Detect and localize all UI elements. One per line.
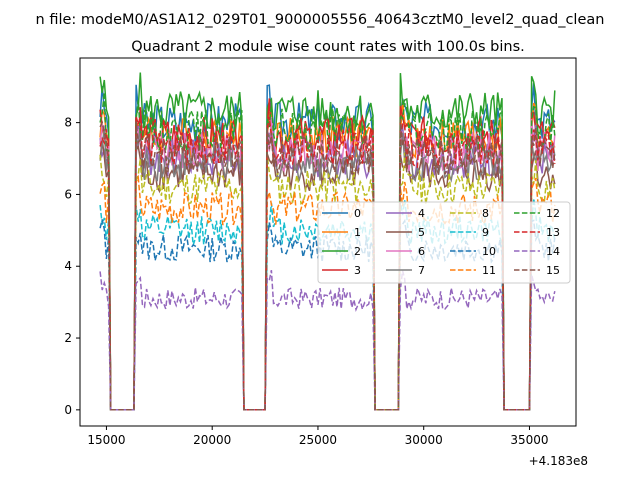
x-tick-label: 30000 [405, 433, 443, 447]
legend-label-3: 3 [354, 264, 361, 277]
legend-label-4: 4 [418, 207, 425, 220]
legend-box [317, 201, 571, 284]
x-tick-label: 15000 [87, 433, 125, 447]
y-tick-label: 0 [64, 403, 72, 417]
series-line-15 [99, 118, 556, 411]
legend-label-10: 10 [482, 245, 496, 258]
legend-label-15: 15 [546, 264, 560, 277]
legend-label-0: 0 [354, 207, 361, 220]
x-tick-label: 35000 [510, 433, 548, 447]
legend-label-9: 9 [482, 226, 489, 239]
chart-title: Quadrant 2 module wise count rates with … [131, 39, 525, 55]
legend-label-8: 8 [482, 207, 489, 220]
y-tick-label: 6 [64, 187, 72, 201]
x-tick-label: 25000 [299, 433, 337, 447]
legend-label-1: 1 [354, 226, 361, 239]
y-axis: 0 2 4 6 8 [64, 116, 80, 417]
legend-label-11: 11 [482, 264, 496, 277]
y-tick-label: 4 [64, 259, 72, 273]
legend-label-6: 6 [418, 245, 425, 258]
series-line-8 [99, 152, 556, 411]
legend-label-12: 12 [546, 207, 560, 220]
legend-label-2: 2 [354, 245, 361, 258]
series-line-13 [99, 116, 556, 411]
x-offset-label: +4.183e8 [529, 454, 588, 468]
y-tick-label: 2 [64, 331, 72, 345]
x-axis: 15000 20000 25000 30000 35000 [87, 426, 549, 447]
x-tick-label: 20000 [193, 433, 231, 447]
legend-label-14: 14 [546, 245, 560, 258]
figure-suptitle: n file: modeM0/AS1A12_029T01_9000005556_… [36, 12, 605, 28]
legend-label-13: 13 [546, 226, 560, 239]
series-line-14 [99, 270, 556, 411]
plot-frame [79, 57, 577, 427]
legend-label-7: 7 [418, 264, 425, 277]
legend-label-5: 5 [418, 226, 425, 239]
y-tick-label: 8 [64, 116, 72, 130]
